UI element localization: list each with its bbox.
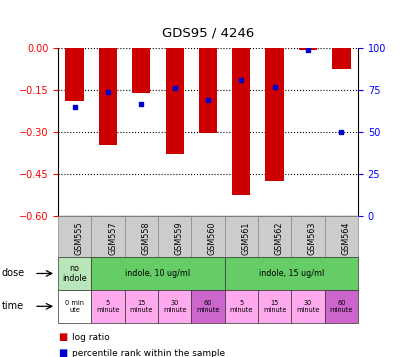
Bar: [299, 48, 317, 50]
Text: 15
minute: 15 minute: [263, 300, 286, 313]
Text: GSM563: GSM563: [308, 222, 317, 255]
Text: 60
minute: 60 minute: [330, 300, 353, 313]
Text: GSM557: GSM557: [108, 222, 117, 255]
Text: ■: ■: [58, 332, 67, 342]
Text: GSM558: GSM558: [141, 222, 150, 255]
Bar: [166, 48, 184, 155]
Text: dose: dose: [2, 268, 25, 278]
Text: time: time: [2, 301, 24, 311]
Text: 5
minute: 5 minute: [230, 300, 253, 313]
Bar: [332, 48, 350, 69]
Text: GSM559: GSM559: [175, 222, 184, 255]
Text: GSM562: GSM562: [275, 222, 284, 255]
Bar: [99, 48, 117, 145]
Text: 5
minute: 5 minute: [96, 300, 120, 313]
Text: indole, 10 ug/ml: indole, 10 ug/ml: [126, 269, 190, 278]
Text: no
indole: no indole: [62, 264, 87, 283]
Text: GSM561: GSM561: [241, 222, 250, 255]
Text: log ratio: log ratio: [72, 332, 110, 342]
Text: percentile rank within the sample: percentile rank within the sample: [72, 348, 225, 357]
Bar: [232, 48, 250, 195]
Text: ■: ■: [58, 348, 67, 357]
Text: indole, 15 ug/ml: indole, 15 ug/ml: [259, 269, 324, 278]
Bar: [132, 48, 150, 93]
Text: 30
minute: 30 minute: [163, 300, 186, 313]
Text: 60
minute: 60 minute: [196, 300, 220, 313]
Text: 0 min
ute: 0 min ute: [65, 300, 84, 313]
Text: GSM560: GSM560: [208, 222, 217, 255]
Text: GSM564: GSM564: [341, 222, 350, 255]
Bar: [66, 48, 84, 101]
Text: GDS95 / 4246: GDS95 / 4246: [162, 26, 254, 39]
Text: 30
minute: 30 minute: [296, 300, 320, 313]
Text: GSM555: GSM555: [75, 222, 84, 255]
Bar: [266, 48, 284, 181]
Text: 15
minute: 15 minute: [130, 300, 153, 313]
Bar: [199, 48, 217, 134]
